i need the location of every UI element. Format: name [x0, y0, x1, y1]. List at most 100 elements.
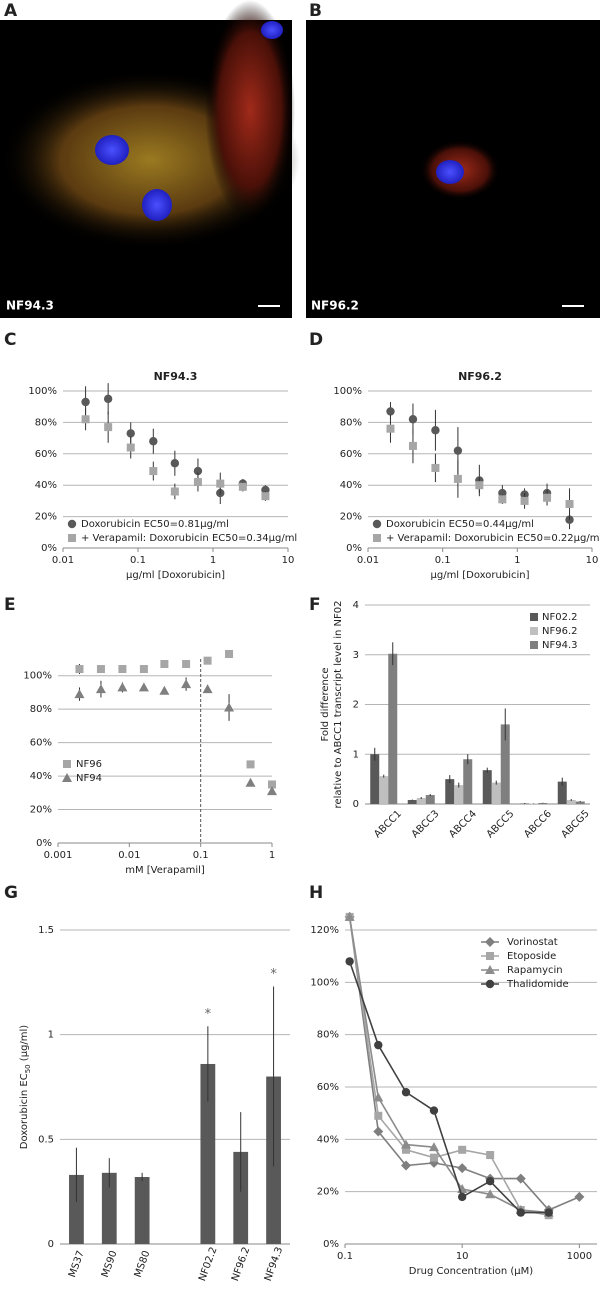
y-tick-label: 80%: [340, 417, 362, 428]
bar: [445, 779, 455, 804]
x-axis-label: Drug Concentration (µM): [409, 1266, 533, 1277]
x-tick-label: MS80: [133, 1249, 153, 1279]
y-tick-label: 1: [353, 749, 359, 760]
marker: [520, 496, 529, 505]
y-tick-label: 60%: [317, 1082, 339, 1093]
marker: [486, 952, 494, 960]
marker: [485, 937, 495, 947]
bar: [388, 653, 398, 804]
marker: [458, 1145, 467, 1154]
cell: [205, 0, 295, 220]
marker: [574, 1191, 585, 1202]
x-tick-label: 1: [514, 555, 520, 566]
marker: [475, 481, 484, 490]
marker: [428, 1142, 439, 1152]
y-tick-label: 0.5: [38, 1134, 54, 1145]
marker: [117, 682, 128, 692]
marker: [81, 415, 90, 424]
y-tick-label: 0: [48, 1239, 54, 1250]
y-tick-label: 40%: [35, 480, 57, 491]
marker: [457, 1163, 468, 1174]
bar: [416, 798, 426, 804]
nucleus: [142, 189, 172, 221]
legend-label: Thalidomide: [506, 979, 569, 990]
legend-swatch: [530, 641, 538, 649]
series-line: [348, 961, 549, 1214]
marker: [374, 1111, 383, 1120]
marker: [103, 394, 113, 404]
marker: [160, 660, 169, 669]
bar: [566, 800, 576, 804]
marker: [408, 441, 417, 450]
image-label: NF96.2: [311, 299, 359, 313]
marker: [149, 437, 158, 446]
x-tick-label: NF96.2: [230, 1246, 252, 1283]
x-tick-label: 1: [210, 555, 216, 566]
marker: [96, 665, 105, 674]
y-tick-label: 80%: [30, 704, 52, 715]
panel-label: H: [309, 883, 323, 903]
x-tick-label: ABCC5: [485, 808, 517, 840]
marker: [565, 500, 574, 509]
marker: [126, 429, 135, 438]
significance-marker: *: [205, 1007, 212, 1022]
x-tick-label: 10: [282, 555, 295, 566]
y-axis-label-part: 50: [24, 1064, 32, 1073]
bar: [101, 1172, 117, 1244]
x-tick-label: ABCC4: [447, 808, 479, 840]
marker: [372, 519, 382, 529]
x-tick-label: 0.001: [44, 850, 73, 861]
y-tick-label: 80%: [317, 1030, 339, 1041]
marker: [216, 479, 225, 488]
bar: [379, 776, 389, 804]
marker: [170, 459, 180, 468]
marker: [515, 1173, 526, 1184]
x-axis-label: mM [Verapamil]: [125, 865, 205, 876]
legend-label: + Verapamil: Doxorubicin EC50=0.34µg/ml: [81, 533, 297, 544]
x-tick-label: MS90: [100, 1249, 120, 1279]
marker: [170, 487, 179, 496]
marker: [374, 1040, 383, 1050]
marker: [203, 656, 212, 665]
x-tick-label: ABCC3: [410, 808, 442, 840]
y-axis-label: Doxorubicin EC50 (µg/ml): [19, 1025, 32, 1150]
bar: [69, 1174, 84, 1244]
legend-label: NF96.2: [542, 626, 578, 637]
x-tick-label: 0.1: [435, 555, 451, 566]
y-tick-label: 20%: [317, 1187, 339, 1198]
marker: [431, 426, 440, 435]
x-axis-label: µg/ml [Doxorubicin]: [430, 570, 529, 581]
panel-label: A: [4, 1, 18, 21]
y-tick-label: 20%: [35, 512, 57, 523]
marker: [485, 979, 495, 989]
y-tick-label: 60%: [340, 449, 362, 460]
marker: [63, 760, 71, 768]
bar: [454, 785, 464, 804]
x-tick-label: 10: [456, 1251, 469, 1262]
nucleus: [95, 135, 129, 165]
marker: [181, 679, 192, 689]
marker: [193, 466, 203, 476]
marker: [401, 1139, 412, 1149]
marker: [118, 665, 127, 674]
y-axis-label-part: (µg/ml): [19, 1025, 30, 1065]
marker: [429, 1106, 439, 1115]
marker: [62, 773, 72, 782]
x-tick-label: 0.01: [52, 555, 74, 566]
y-tick-label: 20%: [30, 805, 52, 816]
marker: [429, 1153, 438, 1162]
x-tick-label: 0.01: [118, 850, 140, 861]
legend-label: NF02.2: [542, 612, 578, 623]
panel-label: F: [309, 595, 321, 615]
y-tick-label: 0%: [41, 543, 57, 554]
y-tick-label: 4: [353, 600, 359, 611]
legend-label: Rapamycin: [507, 965, 563, 976]
bar: [538, 803, 548, 804]
bar: [557, 781, 567, 804]
marker: [182, 660, 191, 669]
y-tick-label: 100%: [23, 671, 52, 682]
panel-label: G: [4, 883, 18, 903]
nucleus: [436, 160, 464, 184]
y-axis-label: Fold difference: [320, 667, 331, 741]
marker: [453, 474, 462, 483]
